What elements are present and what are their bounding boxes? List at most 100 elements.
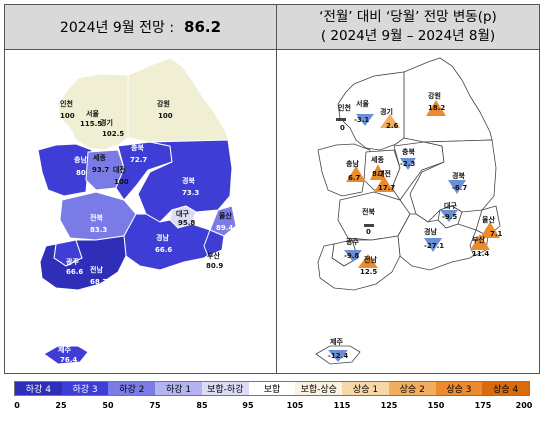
up-marker-busan — [470, 234, 490, 250]
rlabel-ulsan-name: 울산 — [482, 215, 495, 224]
label-gwangju-name: 광주 — [66, 257, 79, 266]
legend-swatch-2: 하강 2 — [108, 382, 156, 395]
right-panel-title-line1: ‘전월’ 대비 ‘당월’ 전망 변동(p) — [319, 9, 497, 25]
up-marker-jeonnam — [358, 254, 378, 268]
legend-tick: 200 — [515, 401, 533, 410]
flat-marker-jeonbuk — [364, 224, 374, 227]
label-gangwon-name: 강원 — [157, 99, 170, 108]
label-seoul-value: 115.5 — [80, 120, 102, 128]
label-gyeongnam-value: 66.6 — [155, 246, 172, 254]
rlabel-daejeon-value: 17.7 — [378, 184, 395, 192]
label-jeonbuk-name: 전북 — [90, 213, 103, 222]
rlabel-gyeongnam-value: -27.1 — [424, 242, 444, 250]
label-daejeon-name: 대전 — [113, 165, 126, 174]
legend-ticks: 0 25 50 75 85 95 105 115 125 150 175 200 — [14, 401, 533, 413]
rlabel-seoul-value: -3.1 — [354, 116, 369, 124]
label-gyeongnam-name: 경남 — [156, 233, 169, 242]
label-daegu-value: 95.8 — [178, 219, 195, 227]
right-panel-header: ‘전월’ 대비 ‘당월’ 전망 변동(p) ( 2024년 9월 – 2024년… — [277, 5, 539, 50]
down-marker-chungbuk — [400, 158, 416, 170]
rlabel-ulsan-value: 7.1 — [490, 230, 503, 238]
rlabel-jeonbuk-value: 0 — [366, 228, 371, 236]
legend-tick: 175 — [474, 401, 492, 410]
legend-swatch-6: 보합-상승 — [295, 382, 343, 395]
up-marker-ulsan — [480, 222, 500, 238]
rlabel-daegu-value: -9.5 — [442, 213, 457, 221]
region-jeju — [43, 345, 89, 365]
rlabel-seoul-name: 서울 — [356, 99, 369, 108]
label-gyeonggi-name: 경기 — [100, 118, 113, 127]
label-ulsan-name: 울산 — [219, 211, 232, 220]
rlabel-gangwon-value: 18.2 — [428, 104, 445, 112]
rregion-chungnam — [317, 143, 371, 197]
label-jeju-name: 제주 — [58, 345, 71, 354]
down-marker-seoul — [356, 114, 374, 126]
rlabel-gangwon-name: 강원 — [428, 91, 441, 100]
left-panel-header: 2024년 9월 전망 : 86.2 — [5, 5, 276, 50]
down-marker-gyeongnam — [424, 238, 442, 252]
figure-frame — [4, 4, 540, 374]
rlabel-gyeonggi-name: 경기 — [380, 107, 393, 116]
legend-swatch-0: 하강 4 — [15, 382, 62, 395]
label-gwangju-value: 66.6 — [66, 268, 83, 276]
rlabel-chungbuk-value: -2.3 — [400, 160, 415, 168]
legend-swatch-5: 보합 — [248, 382, 296, 395]
down-marker-gwangju — [344, 250, 362, 262]
legend-swatch-9: 상승 3 — [435, 382, 483, 395]
label-sejong-name: 세종 — [93, 153, 106, 162]
rregion-gangwon — [403, 57, 493, 143]
right-panel-title-line2: ( 2024년 9월 – 2024년 8월) — [320, 28, 496, 44]
rlabel-jeju-name: 제주 — [330, 337, 343, 346]
label-daejeon-value: 100 — [114, 178, 129, 186]
label-chungbuk-value: 72.7 — [130, 156, 147, 164]
rlabel-jeonnam-value: 12.5 — [360, 268, 377, 276]
region-busan — [203, 229, 225, 257]
label-chungnam-value: 80 — [76, 169, 86, 177]
down-marker-gyeongbuk — [448, 180, 466, 194]
up-marker-gyeonggi — [380, 114, 400, 128]
label-jeonbuk-value: 83.3 — [90, 226, 107, 234]
label-jeonnam-value: 68.7 — [90, 278, 107, 286]
label-daegu-name: 대구 — [176, 209, 189, 218]
rlabel-incheon-value: 0 — [340, 124, 345, 132]
label-ulsan-value: 89.4 — [216, 224, 233, 232]
up-marker-sejong — [370, 164, 386, 180]
legend-tick: 125 — [380, 401, 398, 410]
rlabel-busan-value: 11.4 — [472, 250, 489, 258]
panel-divider — [276, 4, 277, 374]
label-gyeonggi-value: 102.5 — [102, 130, 124, 138]
up-marker-daejeon — [374, 176, 394, 192]
rlabel-gyeongnam-name: 경남 — [424, 227, 437, 236]
legend-tick: 25 — [55, 401, 67, 410]
legend-tick: 150 — [427, 401, 445, 410]
down-marker-jeju — [328, 350, 348, 362]
label-sejong-value: 93.7 — [92, 166, 109, 174]
label-busan-value: 80.9 — [206, 262, 223, 270]
legend-tick: 50 — [102, 401, 114, 410]
rregion-jeonnam — [317, 235, 401, 291]
up-marker-chungnam — [346, 166, 366, 182]
rlabel-jeju-value: -12.4 — [328, 352, 348, 360]
legend-swatch-10: 상승 4 — [482, 382, 530, 395]
label-chungbuk-name: 충북 — [131, 143, 144, 152]
label-jeju-value: 76.4 — [60, 356, 77, 364]
rlabel-gwangju-value: -9.8 — [344, 252, 359, 260]
legend-tick: 115 — [333, 401, 351, 410]
left-panel-value: 86.2 — [184, 18, 222, 36]
rlabel-daegu-name: 대구 — [444, 201, 457, 210]
legend-swatch-1: 하강 3 — [61, 382, 109, 395]
rlabel-sejong-value: 8.7 — [372, 170, 385, 178]
label-incheon-name: 인천 — [60, 99, 73, 108]
rlabel-jeonbuk-name: 전북 — [362, 207, 375, 216]
rlabel-chungbuk-name: 충북 — [402, 147, 415, 156]
change-markers — [328, 100, 500, 362]
label-incheon-value: 100 — [60, 112, 75, 120]
region-ulsan — [209, 205, 237, 237]
legend-tick: 85 — [196, 401, 208, 410]
legend-tick: 105 — [286, 401, 304, 410]
rlabel-gyeongbuk-value: -6.7 — [452, 184, 467, 192]
rlabel-gyeonggi-value: 2.6 — [386, 122, 399, 130]
rregion-gyeonggi — [337, 71, 405, 151]
legend-swatch-4: 보합-하강 — [201, 382, 249, 395]
